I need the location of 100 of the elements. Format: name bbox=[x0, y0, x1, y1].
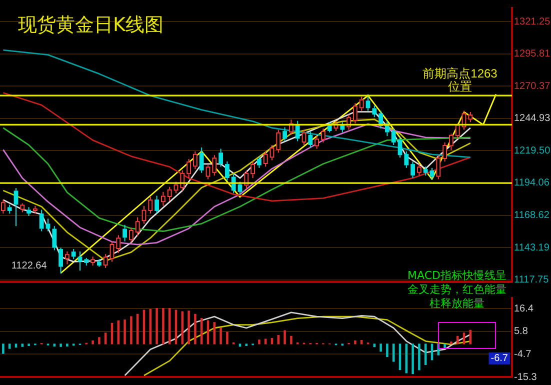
bar bbox=[28, 344, 30, 346]
candlestick bbox=[97, 258, 102, 268]
y-tick-label: 16.4 bbox=[514, 303, 534, 314]
candlestick bbox=[7, 204, 12, 214]
bar bbox=[258, 340, 260, 344]
candlestick bbox=[410, 160, 415, 178]
candlestick bbox=[167, 186, 172, 202]
candlestick bbox=[353, 102, 358, 124]
bar bbox=[450, 341, 452, 344]
candlestick bbox=[263, 150, 268, 168]
candlestick bbox=[206, 164, 210, 180]
candlestick bbox=[231, 174, 236, 194]
candlestick bbox=[122, 224, 127, 242]
bar bbox=[21, 344, 24, 347]
bar bbox=[2, 344, 4, 354]
candlestick bbox=[26, 206, 31, 217]
candlestick bbox=[180, 170, 185, 192]
y-tick-label: 1117.75 bbox=[514, 274, 550, 286]
bar bbox=[284, 330, 286, 344]
candlestick bbox=[449, 133, 454, 151]
candlestick bbox=[276, 129, 281, 154]
candlestick bbox=[116, 234, 121, 254]
candlestick bbox=[78, 251, 82, 272]
candlestick bbox=[404, 150, 409, 168]
candlestick bbox=[1, 199, 6, 214]
candlestick bbox=[186, 158, 191, 178]
candlestick bbox=[282, 126, 287, 142]
bar bbox=[226, 332, 228, 344]
bar bbox=[130, 316, 132, 344]
y-tick-label: 1219.50 bbox=[514, 145, 551, 156]
candlestick bbox=[135, 216, 140, 237]
bar bbox=[98, 337, 100, 344]
annotation: MACD指标快慢线呈金叉走势，红色能量柱释放能量 bbox=[406, 269, 508, 311]
candlestick bbox=[90, 256, 95, 266]
bar bbox=[462, 332, 466, 344]
y-tick-label: 1270.37 bbox=[514, 80, 551, 92]
chart-title: 现货黄金日K线图 bbox=[18, 13, 164, 38]
bar bbox=[213, 322, 216, 344]
candlestick bbox=[154, 195, 159, 214]
candlestick bbox=[346, 114, 351, 130]
bar bbox=[412, 344, 414, 374]
bar bbox=[156, 308, 158, 344]
y-tick-label: 1168.62 bbox=[514, 210, 550, 221]
candlestick bbox=[417, 164, 422, 176]
candlestick bbox=[46, 218, 50, 232]
bar bbox=[245, 344, 248, 346]
bar bbox=[104, 332, 107, 344]
y-tick-label: 1295.81 bbox=[514, 48, 551, 60]
candlestick bbox=[65, 251, 70, 265]
bar bbox=[386, 344, 388, 358]
candlestick bbox=[244, 170, 249, 190]
candlestick bbox=[161, 191, 166, 206]
candlestick bbox=[423, 166, 428, 176]
annotation: -6.7 bbox=[490, 353, 508, 364]
bar bbox=[264, 338, 267, 344]
candlestick bbox=[193, 150, 198, 170]
bar bbox=[360, 340, 363, 344]
bar bbox=[430, 344, 434, 360]
y-tick-label: 1194.06 bbox=[514, 178, 550, 189]
bar bbox=[380, 344, 382, 352]
bar bbox=[60, 344, 62, 347]
candlestick bbox=[58, 247, 63, 274]
candlestick bbox=[103, 254, 108, 269]
candlestick bbox=[372, 105, 377, 118]
candlestick bbox=[110, 240, 114, 262]
candlestick bbox=[302, 129, 306, 146]
bar bbox=[418, 344, 420, 370]
bar bbox=[8, 344, 11, 349]
candlestick bbox=[359, 96, 364, 112]
candlestick bbox=[148, 196, 153, 214]
bar bbox=[162, 308, 164, 344]
candlestick bbox=[71, 248, 76, 260]
bar bbox=[92, 340, 94, 344]
bar bbox=[124, 319, 126, 344]
bar bbox=[220, 328, 222, 344]
bar bbox=[277, 335, 280, 344]
bar bbox=[14, 344, 18, 348]
candlestick bbox=[442, 142, 447, 162]
y-tick-label: -15.3 bbox=[514, 372, 538, 383]
ref-line-label: 前期高点1263位置 bbox=[422, 66, 498, 94]
annotation: 1122.64 bbox=[11, 260, 48, 272]
bar bbox=[66, 344, 68, 346]
candlestick bbox=[33, 205, 38, 214]
candlestick bbox=[39, 209, 44, 232]
candlestick bbox=[391, 128, 396, 146]
bar bbox=[194, 314, 196, 344]
y-tick-label: 1321.25 bbox=[514, 16, 551, 28]
y-tick-label: 5.8 bbox=[514, 326, 528, 338]
candlestick bbox=[468, 112, 473, 123]
candlestick bbox=[436, 154, 441, 180]
candlestick bbox=[84, 257, 89, 266]
bar bbox=[270, 338, 274, 344]
candlestick bbox=[20, 202, 25, 213]
candlestick bbox=[225, 160, 230, 182]
candlestick bbox=[52, 226, 57, 251]
candlestick bbox=[314, 136, 319, 150]
y-tick-label: 1143.19 bbox=[514, 242, 550, 254]
candlestick bbox=[218, 148, 223, 168]
candlestick bbox=[199, 147, 204, 174]
candlestick bbox=[257, 156, 262, 168]
